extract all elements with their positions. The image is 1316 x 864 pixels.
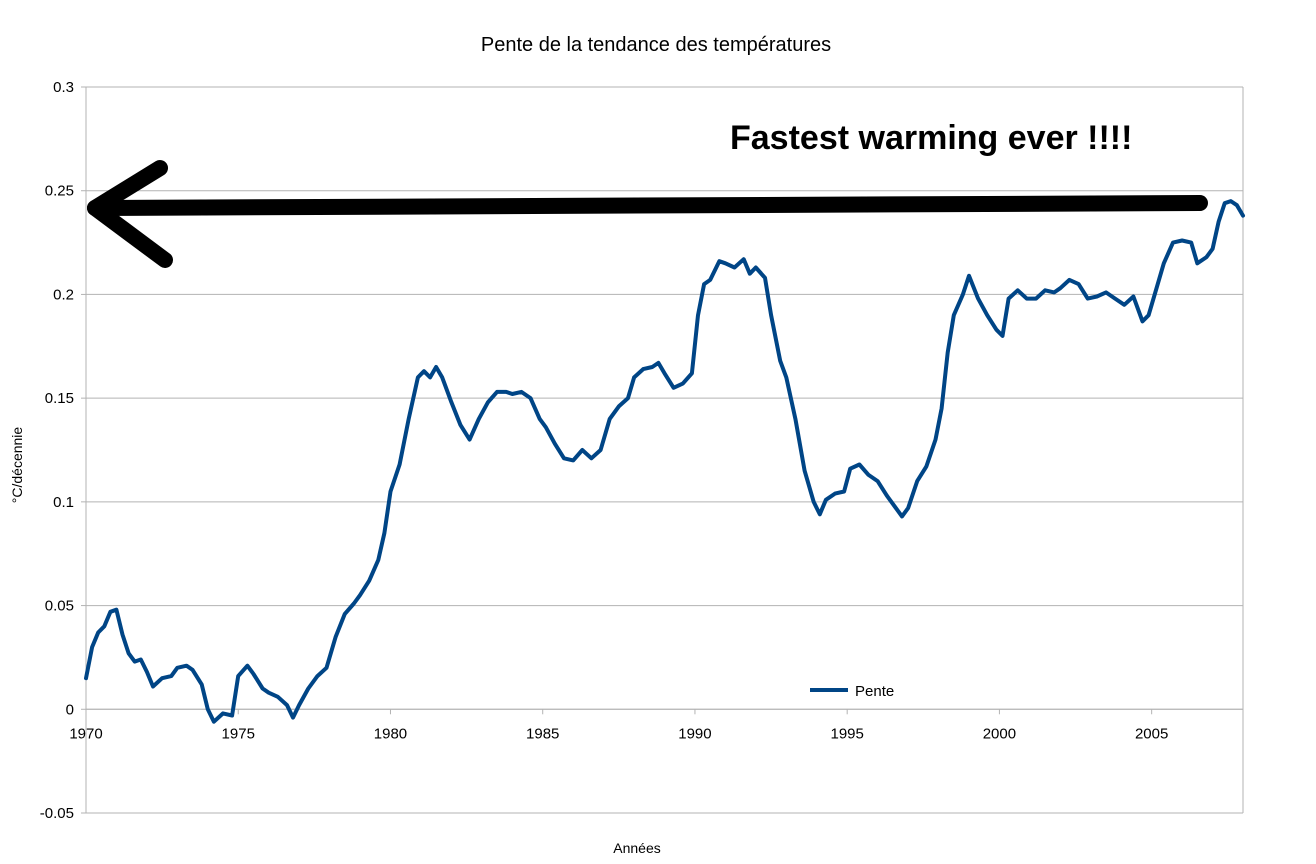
chart-title: Pente de la tendance des températures (481, 34, 831, 56)
x-tick-label-7: 2005 (1135, 725, 1168, 742)
x-tick-label-4: 1990 (678, 725, 711, 742)
x-tick-label-0: 1970 (69, 725, 102, 742)
x-tick-label-6: 2000 (983, 725, 1016, 742)
y-axis-label: °C/décennie (9, 427, 25, 504)
x-tick-label-3: 1985 (526, 725, 559, 742)
y-tick-label-1: 0 (66, 701, 74, 718)
x-axis-label: Années (613, 840, 660, 856)
annotation-arrow (87, 160, 1208, 268)
series-line-pente (84, 199, 1245, 724)
series-layer (84, 199, 1245, 724)
legend-label-pente: Pente (855, 683, 894, 700)
x-tick-labels: 1970 1975 1980 1985 1990 1995 2000 2005 (69, 725, 1168, 742)
x-tick-label-5: 1995 (830, 725, 863, 742)
y-tick-label-6: 0.25 (45, 183, 74, 200)
x-tick-label-1: 1975 (222, 725, 255, 742)
y-tick-label-2: 0.05 (45, 598, 74, 615)
y-tick-label-7: 0.3 (53, 79, 74, 96)
y-tick-labels: -0.05 0 0.05 0.1 0.15 0.2 0.25 0.3 (40, 79, 74, 822)
axes (81, 86, 1244, 814)
arrow-head (87, 160, 173, 268)
y-tick-label-5: 0.2 (53, 286, 74, 303)
y-tick-label-0: -0.05 (40, 805, 74, 822)
arrow-shaft (87, 195, 1208, 216)
annotation-text: Fastest warming ever !!!! (730, 119, 1132, 157)
legend: Pente (810, 683, 894, 700)
x-tick-label-2: 1980 (374, 725, 407, 742)
y-tick-label-3: 0.1 (53, 494, 74, 511)
y-tick-label-4: 0.15 (45, 390, 74, 407)
